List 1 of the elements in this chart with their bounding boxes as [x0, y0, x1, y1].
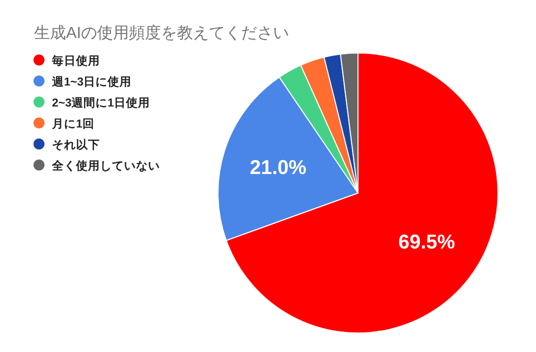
title: 生成AIの使用頻度を教えてください	[34, 25, 290, 42]
